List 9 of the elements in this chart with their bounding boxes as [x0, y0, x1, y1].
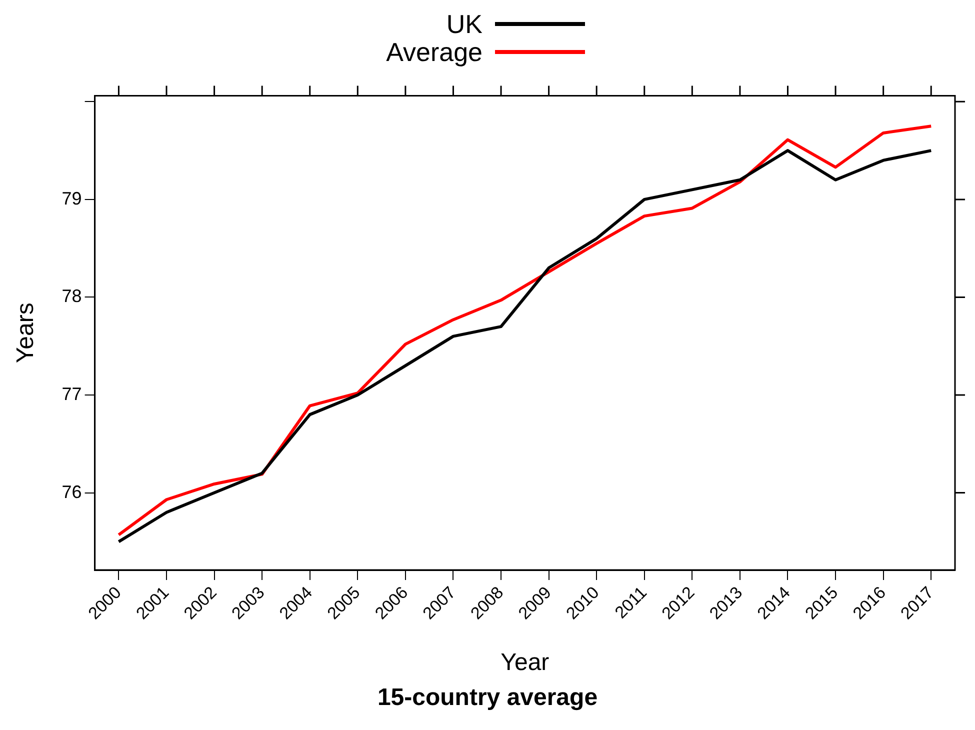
- y-tick-label: 76: [62, 482, 82, 502]
- x-axis-title: Year: [500, 649, 550, 676]
- legend-label: Average: [385, 37, 482, 67]
- legend-label: UK: [445, 9, 482, 39]
- y-tick-label: 77: [62, 384, 82, 404]
- text: 15-country average: [376, 684, 599, 712]
- y-tick-label: 78: [62, 286, 82, 306]
- y-tick-label: 79: [62, 188, 82, 208]
- y-axis-title: Years: [12, 302, 40, 364]
